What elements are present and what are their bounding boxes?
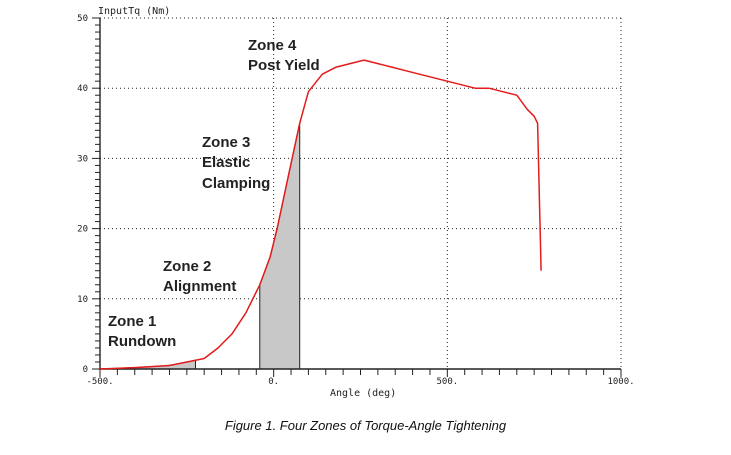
zone-4-sublabel: Post Yield bbox=[248, 57, 320, 74]
zone-3-sublabel-2: Clamping bbox=[202, 175, 270, 192]
y-tick-label: 30 bbox=[77, 154, 88, 164]
zone-4-label: Zone 4 bbox=[248, 37, 297, 54]
tick-marks: 0 10 20 30 40 50 -500. 0. 500. 1000. bbox=[77, 14, 634, 387]
y-tick-label: 20 bbox=[77, 225, 88, 235]
x-tick-label: 500. bbox=[436, 377, 458, 387]
zone-3-label: Zone 3 bbox=[202, 134, 250, 151]
x-tick-label: 1000. bbox=[607, 377, 634, 387]
y-tick-label: 40 bbox=[77, 84, 88, 94]
grid bbox=[100, 17, 622, 369]
x-tick-label: -500. bbox=[86, 377, 113, 387]
x-tick-label: 0. bbox=[268, 377, 279, 387]
y-tick-label: 10 bbox=[77, 295, 88, 305]
y-tick-label: 0 bbox=[83, 365, 88, 375]
zone-3-sublabel-1: Elastic bbox=[202, 154, 250, 171]
y-tick-label: 50 bbox=[77, 14, 88, 24]
axes bbox=[99, 18, 621, 370]
shaded-zone bbox=[259, 123, 301, 370]
figure-caption: Figure 1. Four Zones of Torque-Angle Tig… bbox=[224, 418, 507, 433]
zone-1-label: Zone 1 bbox=[108, 313, 156, 330]
series-group bbox=[99, 59, 542, 370]
y-axis-label: InputTq (Nm) bbox=[98, 6, 170, 17]
series-line bbox=[99, 59, 542, 370]
zone-2-label: Zone 2 bbox=[163, 258, 211, 275]
zone-1-sublabel: Rundown bbox=[108, 333, 176, 350]
zone-2-sublabel: Alignment bbox=[163, 278, 236, 295]
x-axis-label: Angle (deg) bbox=[330, 388, 396, 399]
